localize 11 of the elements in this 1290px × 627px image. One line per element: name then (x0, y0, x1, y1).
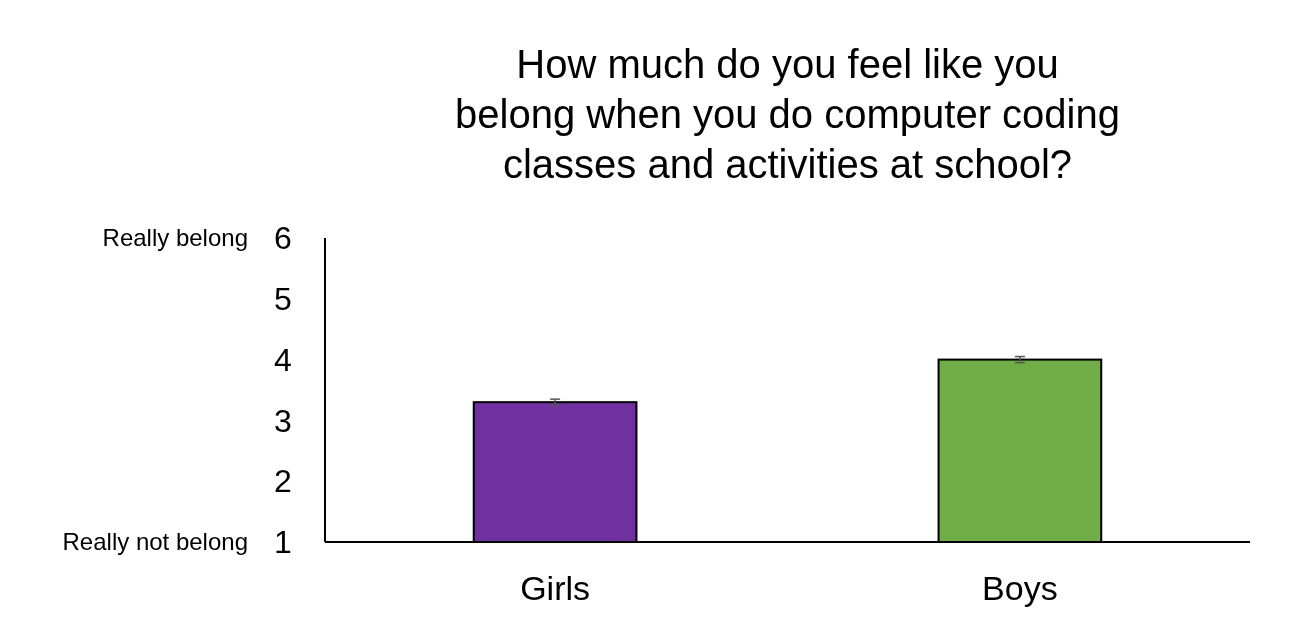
text: Really not belong (62, 528, 248, 556)
y-tick-label: 3 (274, 402, 292, 439)
chart-title: How much do you feel like you belong when you do computer coding classes and activities at school? (455, 42, 1120, 186)
y-tick-label: 4 (274, 341, 292, 378)
y-tick-label: 2 (274, 463, 292, 500)
x-tick-label: Girls (520, 569, 591, 607)
y-tick-label: 1 (274, 524, 292, 561)
y-tick-label: 5 (274, 281, 292, 317)
x-tick-label: Boys (982, 569, 1058, 607)
y-tick-label: 6 (274, 220, 292, 257)
text: Really belong (102, 224, 248, 252)
